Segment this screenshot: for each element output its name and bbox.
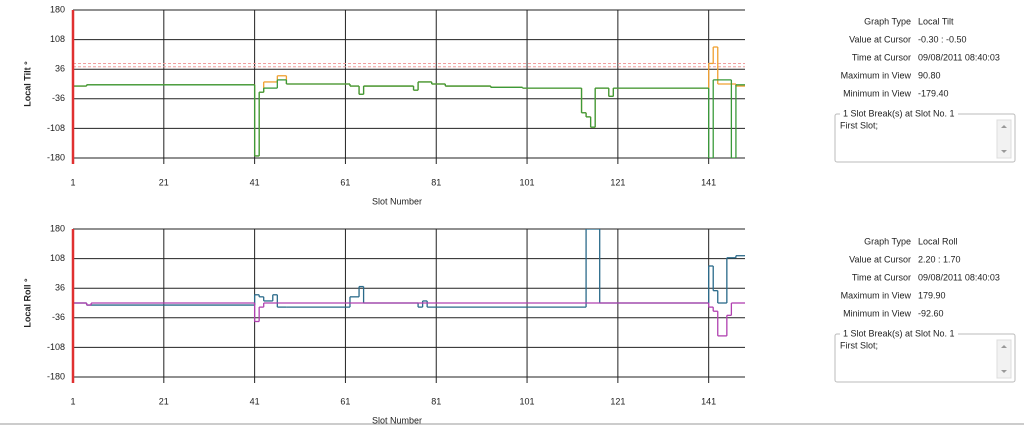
info-label: Graph Type (864, 16, 911, 26)
x-tick-label: 101 (520, 396, 535, 406)
info-value: 09/08/2011 08:40:03 (918, 272, 1000, 282)
x-tick-label: 61 (340, 396, 350, 406)
info-value: -92.60 (918, 308, 944, 318)
info-label: Value at Cursor (849, 34, 911, 44)
info-value: -0.30 : -0.50 (918, 34, 967, 44)
scroll-up (1001, 345, 1007, 348)
group-title-bg (840, 329, 958, 339)
y-tick-label: 180 (50, 4, 65, 14)
info-label: Value at Cursor (849, 254, 911, 264)
group-title: 1 Slot Break(s) at Slot No. 1 (843, 108, 955, 118)
info-value: Local Tilt (918, 16, 954, 26)
info-label: Maximum in View (841, 290, 912, 300)
x-tick-label: 121 (610, 177, 625, 187)
info-value: 90.80 (918, 70, 941, 80)
info-value: 179.90 (918, 290, 946, 300)
info-label: Graph Type (864, 236, 911, 246)
info-value: Local Roll (918, 236, 958, 246)
y-axis-label: Local Roll ° (22, 278, 32, 328)
x-tick-label: 81 (431, 396, 441, 406)
scrollbar[interactable] (996, 119, 1012, 159)
y-tick-label: 108 (50, 253, 65, 263)
x-tick-label: 81 (431, 177, 441, 187)
info-label: Minimum in View (843, 308, 911, 318)
x-tick-label: 41 (250, 177, 260, 187)
x-tick-label: 141 (701, 396, 716, 406)
y-axis-label: Local Tilt ° (22, 61, 32, 107)
x-axis-label: Slot Number (372, 196, 422, 206)
y-tick-label: -108 (47, 342, 65, 352)
group-title-bg (840, 109, 958, 119)
scrollbar[interactable] (996, 339, 1012, 379)
break-text: First Slot; (840, 340, 878, 350)
info-value: -179.40 (918, 88, 949, 98)
x-tick-label: 1 (70, 177, 75, 187)
y-tick-label: -180 (47, 152, 65, 162)
y-tick-label: 180 (50, 223, 65, 233)
break-text: First Slot; (840, 120, 878, 130)
scroll-down (1001, 150, 1007, 153)
info-label: Time at Cursor (852, 272, 911, 282)
x-tick-label: 101 (520, 177, 535, 187)
x-tick-label: 1 (70, 396, 75, 406)
x-tick-label: 141 (701, 177, 716, 187)
x-axis-label: Slot Number (372, 415, 422, 425)
y-tick-label: -36 (52, 93, 65, 103)
info-label: Time at Cursor (852, 52, 911, 62)
scroll-up (1001, 125, 1007, 128)
scroll-down (1001, 370, 1007, 373)
series-group (73, 46, 745, 158)
series-group (73, 229, 745, 337)
x-tick-label: 21 (159, 396, 169, 406)
info-value: 09/08/2011 08:40:03 (918, 52, 1000, 62)
y-tick-label: 36 (55, 64, 65, 74)
y-tick-label: -36 (52, 312, 65, 322)
y-tick-label: 108 (50, 34, 65, 44)
y-tick-label: -180 (47, 371, 65, 381)
info-label: Minimum in View (843, 88, 911, 98)
x-tick-label: 61 (340, 177, 350, 187)
y-tick-label: -108 (47, 123, 65, 133)
info-label: Maximum in View (841, 70, 912, 80)
x-tick-label: 121 (610, 396, 625, 406)
x-tick-label: 41 (250, 396, 260, 406)
x-tick-label: 21 (159, 177, 169, 187)
group-title: 1 Slot Break(s) at Slot No. 1 (843, 328, 955, 338)
info-value: 2.20 : 1.70 (918, 254, 961, 264)
y-tick-label: 36 (55, 283, 65, 293)
